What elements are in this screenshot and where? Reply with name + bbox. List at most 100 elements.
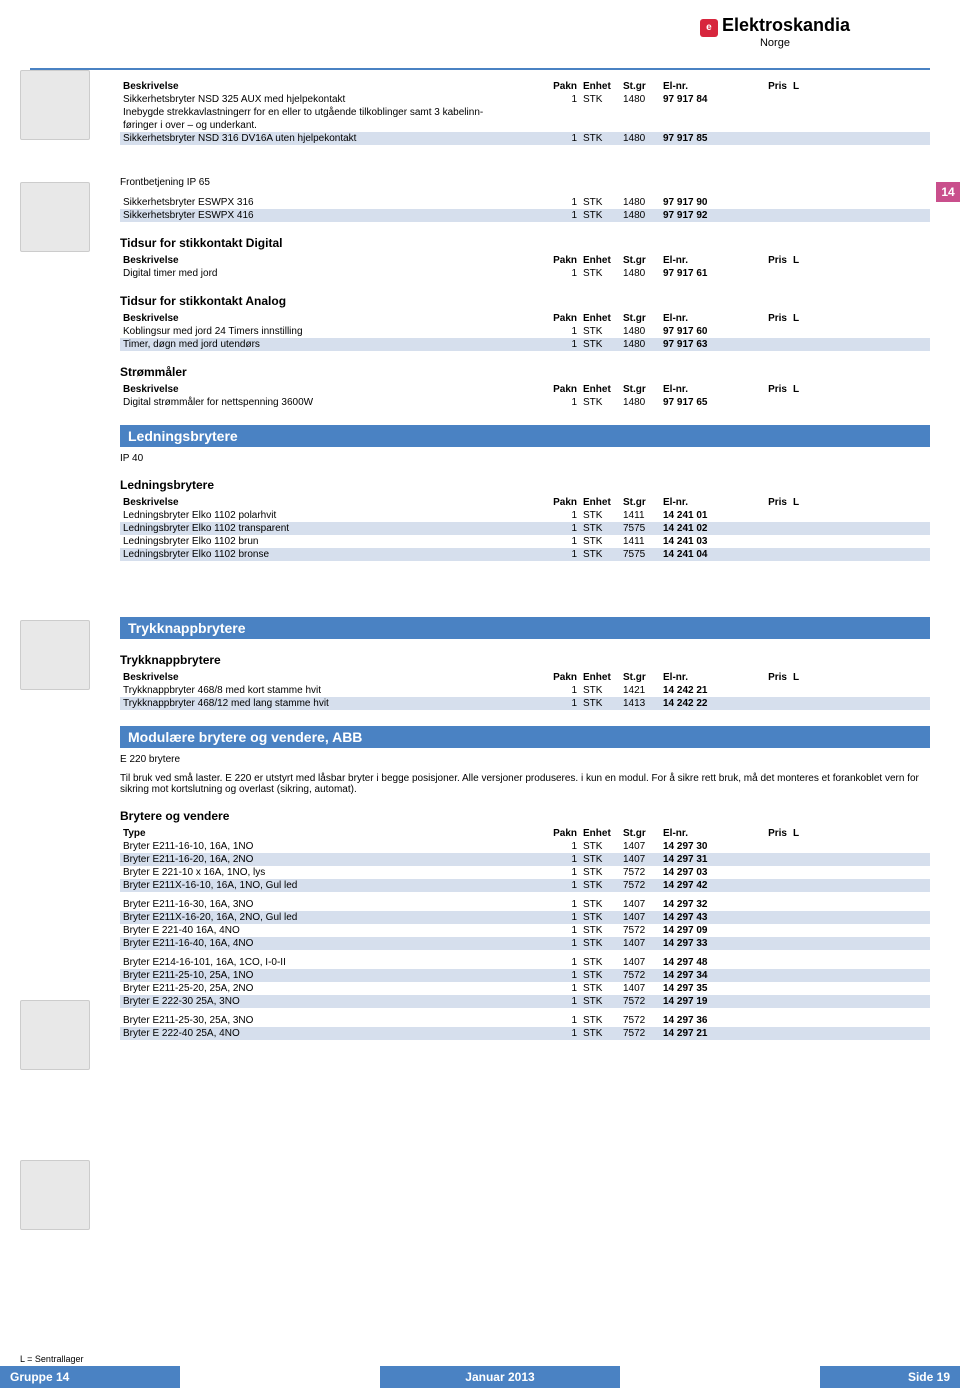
table-row: Ledningsbryter Elko 1102 bronse1STK75751… [120,548,930,561]
category-bar: Trykknappbrytere [120,617,930,639]
col-pakn: Pakn [540,383,580,396]
table-row: Trykknappbryter 468/12 med lang stamme h… [120,697,930,710]
cell-pris [740,522,790,535]
col-type: Type [120,827,540,840]
cell-desc: Timer, døgn med jord utendørs [120,338,540,351]
product-table: Beskrivelse Pakn Enhet St.gr El-nr. Pris… [120,383,930,409]
col-elnr: El-nr. [660,827,740,840]
col-pris: Pris [740,312,790,325]
cell-stgr: 7575 [620,548,660,561]
cell-l [790,1014,930,1027]
col-desc: Beskrivelse [120,312,540,325]
product-table: Bryter E214-16-101, 16A, 1CO, I-0-II1STK… [120,956,930,1008]
table-row: Bryter E211-25-20, 25A, 2NO1STK140714 29… [120,982,930,995]
col-enhet: Enhet [580,827,620,840]
cell-elnr: 14 241 02 [660,522,740,535]
col-enhet: Enhet [580,312,620,325]
table-header-row: Beskrivelse Pakn Enhet St.gr El-nr. Pris… [120,254,930,267]
cell-desc: Bryter E 221-10 x 16A, 1NO, lys [120,866,540,879]
cell-stgr: 1407 [620,840,660,853]
cell-enhet: STK [580,522,620,535]
cell-l [790,866,930,879]
cell-pris [740,267,790,280]
table-header-row: Beskrivelse Pakn Enhet St.gr El-nr. Pris… [120,80,930,93]
cell-l [790,338,930,351]
col-stgr: St.gr [620,312,660,325]
cell-elnr: 97 917 90 [660,196,740,209]
cell-stgr: 1480 [620,132,660,145]
cell-stgr: 1407 [620,937,660,950]
col-enhet: Enhet [580,496,620,509]
table-row: Bryter E211-25-10, 25A, 1NO1STK757214 29… [120,969,930,982]
cell-l [790,1027,930,1040]
cell-pris [740,911,790,924]
table-row: Ledningsbryter Elko 1102 transparent1STK… [120,522,930,535]
cell-pris [740,93,790,106]
brand-name: Elektroskandia [722,15,850,35]
cell-elnr: 14 297 21 [660,1027,740,1040]
cell-pris [740,956,790,969]
col-pakn: Pakn [540,312,580,325]
cell-elnr: 97 917 65 [660,396,740,409]
cell-pakn: 1 [540,866,580,879]
table-row: Sikkerhetsbryter NSD 316 DV16A uten hjel… [120,132,930,145]
table-header-row: Type Pakn Enhet St.gr El-nr. Pris L [120,827,930,840]
cell-pakn: 1 [540,1014,580,1027]
product-image [20,70,100,146]
cell-desc: Koblingsur med jord 24 Timers innstillin… [120,325,540,338]
product-table: Bryter E211-16-30, 16A, 3NO1STK140714 29… [120,898,930,950]
cell-desc: Bryter E211X-16-10, 16A, 1NO, Gul led [120,879,540,892]
cell-enhet: STK [580,956,620,969]
cell-enhet: STK [580,396,620,409]
col-elnr: El-nr. [660,671,740,684]
cell-pris [740,853,790,866]
cell-pris [740,924,790,937]
col-stgr: St.gr [620,827,660,840]
category-subtitle: E 220 brytere [120,754,930,765]
cell-pakn: 1 [540,522,580,535]
product-table: Beskrivelse Pakn Enhet St.gr El-nr. Pris… [120,312,930,351]
col-enhet: Enhet [580,80,620,93]
cell-enhet: STK [580,548,620,561]
cell-desc: Bryter E211-16-40, 16A, 4NO [120,937,540,950]
cell-desc: Bryter E 221-40 16A, 4NO [120,924,540,937]
cell-pakn: 1 [540,982,580,995]
cell-enhet: STK [580,684,620,697]
cell-stgr: 7572 [620,969,660,982]
col-stgr: St.gr [620,80,660,93]
cell-l [790,982,930,995]
cell-enhet: STK [580,1014,620,1027]
footer-right: Side 19 [820,1366,960,1388]
cell-l [790,995,930,1008]
col-pris: Pris [740,671,790,684]
cell-pakn: 1 [540,840,580,853]
cell-l [790,697,930,710]
cell-stgr: 7572 [620,879,660,892]
col-pakn: Pakn [540,254,580,267]
table-row: Bryter E211-16-10, 16A, 1NO1STK140714 29… [120,840,930,853]
col-elnr: El-nr. [660,383,740,396]
col-l: L [790,827,930,840]
cell-stgr: 1407 [620,898,660,911]
footer-bar: Gruppe 14 Januar 2013 Side 19 [0,1366,960,1388]
cell-desc: Digital timer med jord [120,267,540,280]
section-title: Brytere og vendere [120,809,930,823]
cell-enhet: STK [580,898,620,911]
cell-pris [740,396,790,409]
cell-enhet: STK [580,509,620,522]
col-l: L [790,671,930,684]
col-pakn: Pakn [540,827,580,840]
col-desc: Beskrivelse [120,254,540,267]
product-table: Beskrivelse Pakn Enhet St.gr El-nr. Pris… [120,671,930,710]
cell-desc: Bryter E 222-40 25A, 4NO [120,1027,540,1040]
product-image [20,1160,100,1236]
cell-elnr: 14 297 43 [660,911,740,924]
table-header-row: Beskrivelse Pakn Enhet St.gr El-nr. Pris… [120,496,930,509]
cell-stgr: 7572 [620,924,660,937]
table-row: Timer, døgn med jord utendørs1STK148097 … [120,338,930,351]
table-row: Koblingsur med jord 24 Timers innstillin… [120,325,930,338]
col-l: L [790,496,930,509]
cell-enhet: STK [580,325,620,338]
col-elnr: El-nr. [660,496,740,509]
col-l: L [790,312,930,325]
